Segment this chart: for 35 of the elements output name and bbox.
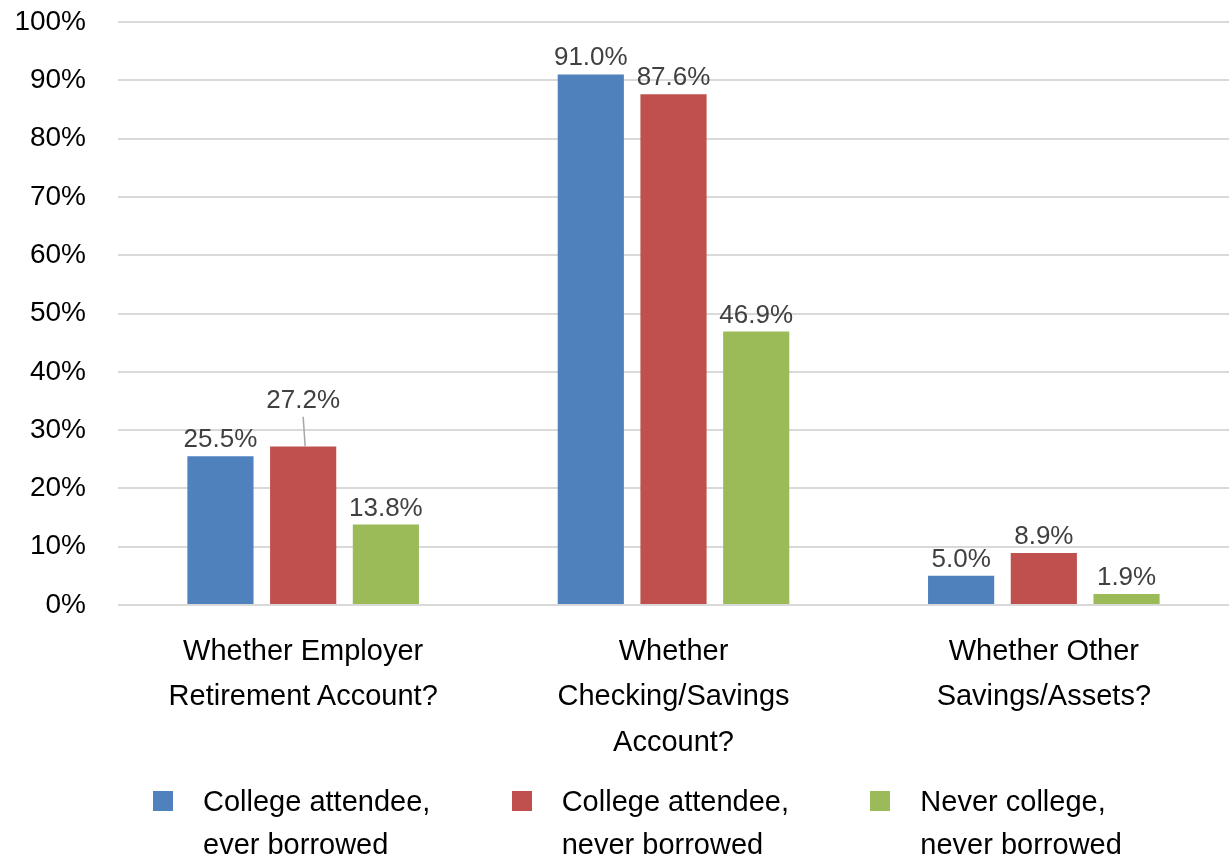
- y-tick-label: 50%: [29, 296, 86, 328]
- legend-label: Never college, never borrowed: [920, 784, 1123, 862]
- data-label: 25.5%: [183, 423, 258, 454]
- bar: [1010, 553, 1077, 604]
- y-tick-label: 70%: [29, 179, 86, 211]
- y-tick-label: 0%: [45, 587, 86, 619]
- bar: [557, 74, 624, 604]
- x-tick-label: Whether Employer Retirement Account?: [168, 633, 438, 712]
- bar: [187, 456, 254, 604]
- y-tick-label: 40%: [29, 354, 86, 386]
- data-label: 13.8%: [349, 491, 423, 522]
- bar: [270, 446, 337, 604]
- y-tick-label: 10%: [29, 529, 86, 561]
- legend-label: College attendee, ever borrowed: [203, 784, 432, 862]
- legend-label: College attendee, never borrowed: [561, 784, 790, 862]
- x-tick-label: Whether Checking/Savings Account?: [557, 633, 790, 757]
- y-tick-label: 20%: [29, 471, 86, 503]
- data-label: 5.0%: [931, 542, 991, 573]
- bar: [640, 94, 707, 604]
- y-tick-label: 30%: [29, 412, 86, 444]
- data-label: 91.0%: [553, 41, 628, 72]
- data-label: 27.2%: [266, 383, 341, 414]
- y-tick-label: 80%: [29, 121, 86, 153]
- y-tick-label: 90%: [29, 63, 86, 95]
- y-tick-label: 60%: [29, 237, 86, 269]
- bar: [723, 331, 790, 604]
- bar: [1093, 593, 1160, 604]
- data-label: 1.9%: [1096, 560, 1157, 591]
- y-tick-label: 100%: [14, 4, 86, 36]
- bar: [928, 575, 995, 604]
- x-tick-label: Whether Other Savings/Assets?: [936, 633, 1152, 712]
- data-label: 46.9%: [719, 298, 794, 329]
- data-label: 87.6%: [636, 61, 711, 92]
- data-label: 8.9%: [1014, 520, 1074, 551]
- bar: [352, 524, 419, 604]
